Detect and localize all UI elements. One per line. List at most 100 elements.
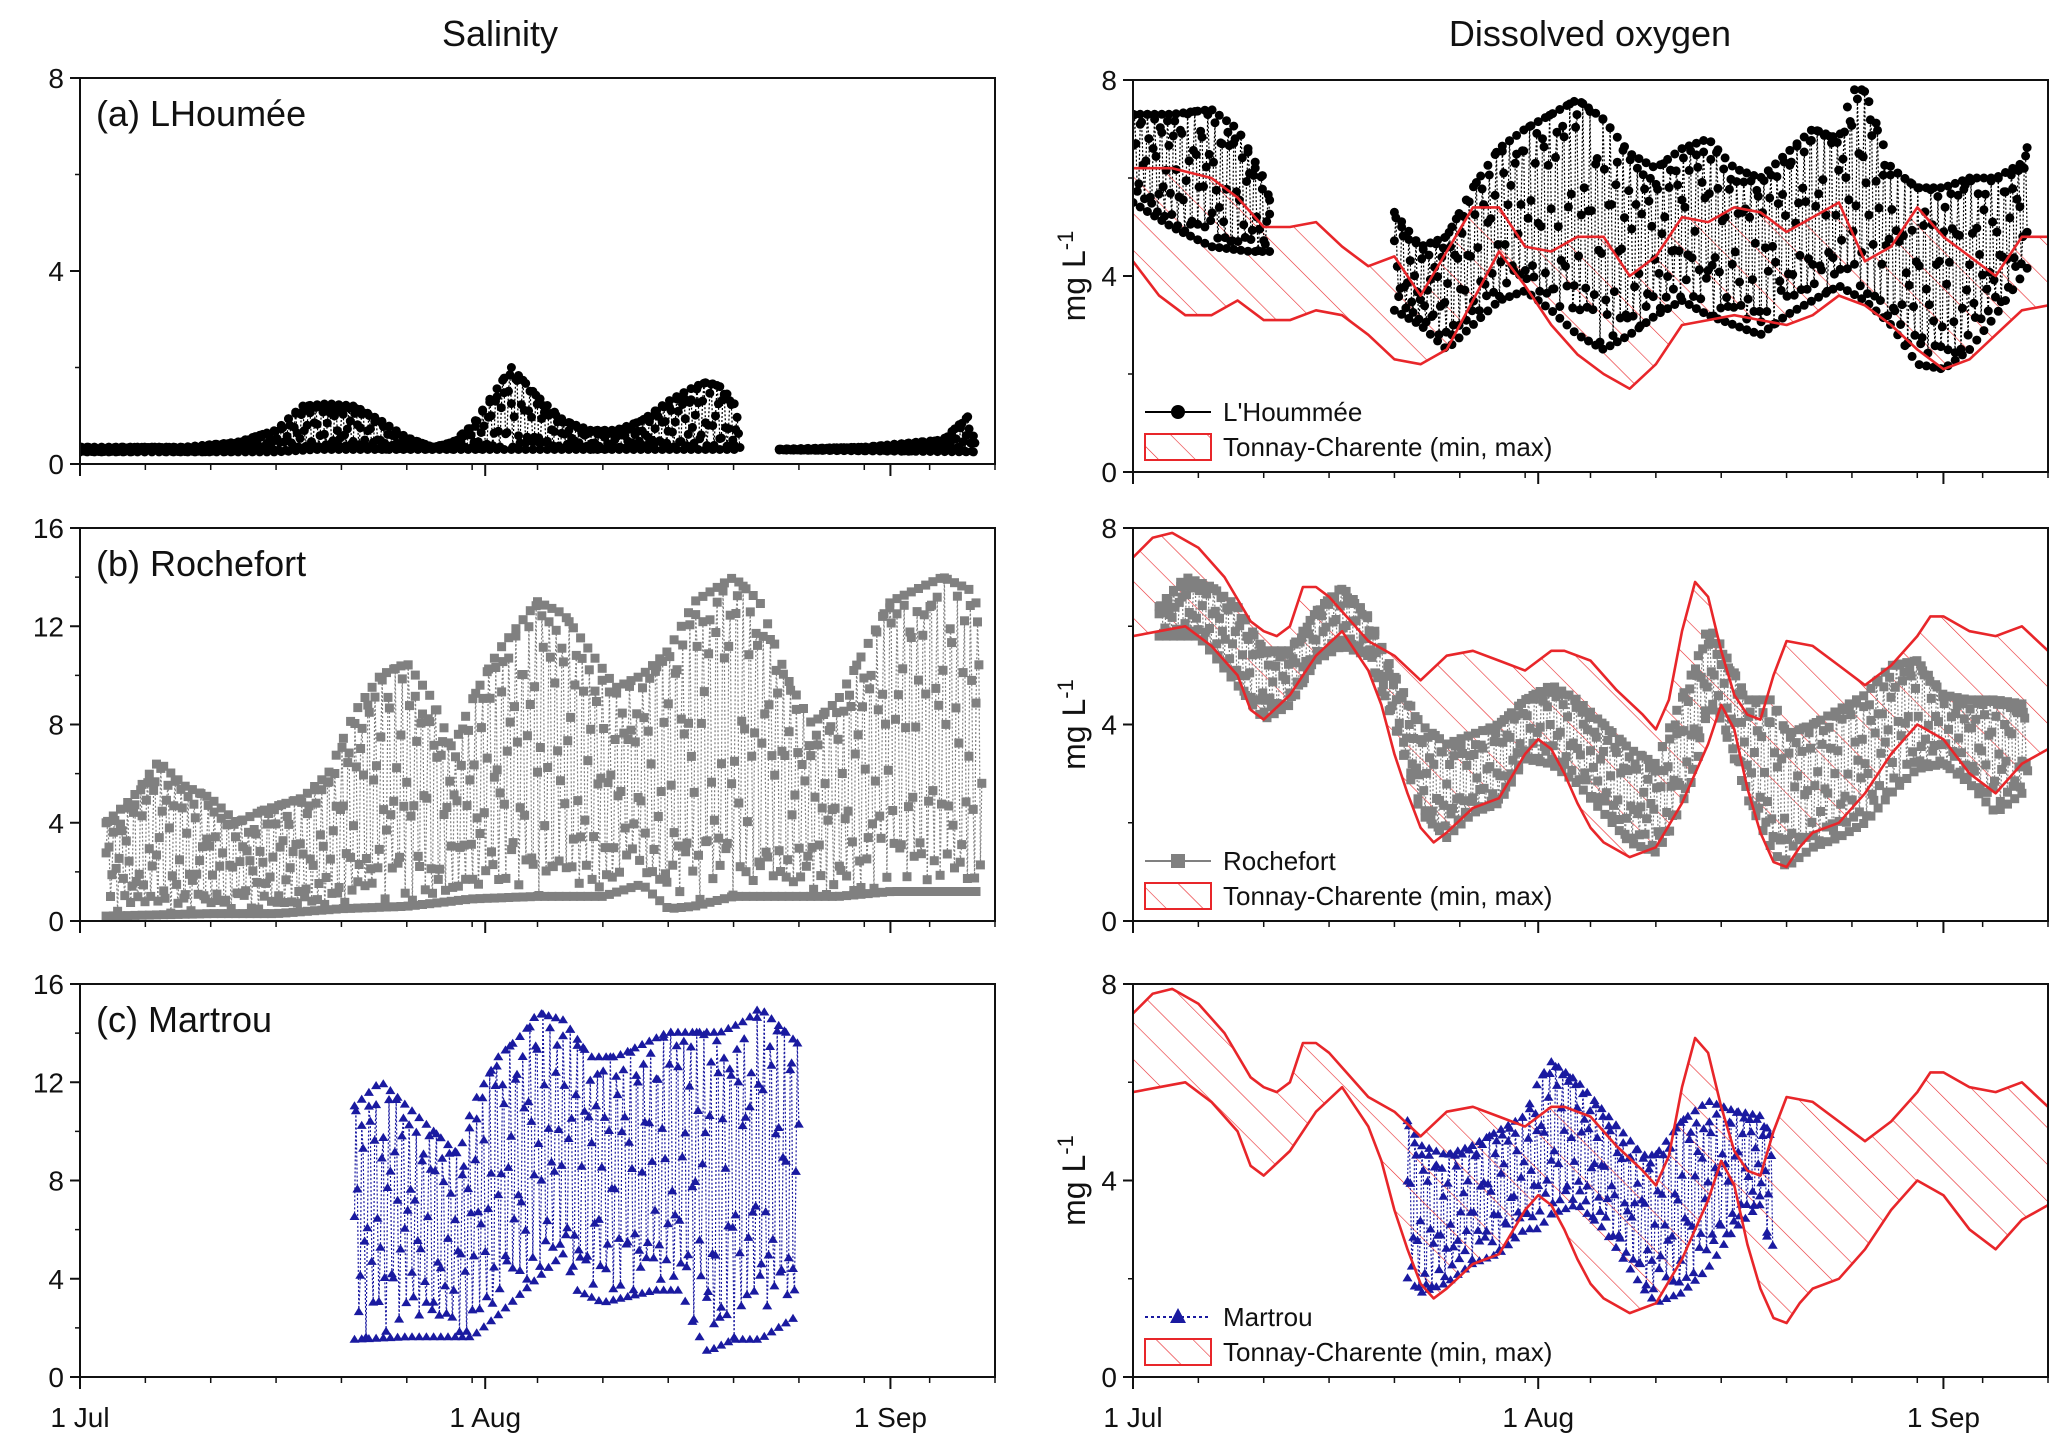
data-point <box>499 373 509 383</box>
data-point <box>414 1332 425 1341</box>
series-link <box>744 1118 748 1296</box>
series-link <box>706 653 710 841</box>
data-point <box>1397 217 1407 227</box>
series-link <box>710 782 714 879</box>
series-link <box>1937 196 1940 262</box>
series-link <box>311 865 314 902</box>
data-point <box>554 607 564 617</box>
data-point <box>348 445 358 454</box>
data-point <box>629 1043 640 1052</box>
data-point <box>774 444 784 454</box>
series-link <box>1563 136 1567 267</box>
series-link <box>468 1128 472 1214</box>
series-link <box>383 809 386 899</box>
data-point <box>1799 132 1809 142</box>
series-link <box>420 713 424 724</box>
data-point <box>1476 313 1486 323</box>
data-point <box>684 608 693 618</box>
data-point <box>511 892 521 902</box>
series-link <box>197 860 201 895</box>
series-link <box>1898 241 1902 325</box>
data-point <box>195 788 205 798</box>
series-link <box>1816 130 1820 194</box>
series-link <box>538 747 541 896</box>
data-point <box>604 889 614 899</box>
series-link <box>662 661 665 723</box>
series-link <box>781 674 784 752</box>
series-link <box>1889 174 1893 210</box>
data-point <box>540 891 550 901</box>
series-link <box>774 670 777 776</box>
series-link <box>617 795 621 873</box>
data-point <box>478 405 488 415</box>
data-point <box>599 1112 610 1121</box>
data-point <box>558 1249 568 1258</box>
data-point <box>765 1041 775 1050</box>
data-point <box>964 584 974 594</box>
series-link <box>680 1157 683 1264</box>
data-point <box>412 1235 423 1244</box>
series-link <box>1833 215 1837 275</box>
data-point <box>806 891 816 901</box>
series-link <box>477 833 481 885</box>
series-link <box>945 724 948 855</box>
series-link <box>454 756 458 801</box>
data-point <box>1620 142 1629 152</box>
series-link <box>384 829 388 899</box>
data-point <box>543 1262 554 1271</box>
series-link <box>1208 154 1212 221</box>
series-link <box>158 768 162 838</box>
series-link <box>552 682 556 867</box>
data-point <box>446 741 456 751</box>
data-point <box>514 445 523 454</box>
data-point <box>473 1207 484 1216</box>
series-link <box>963 620 967 802</box>
data-point <box>796 444 806 454</box>
data-point <box>1178 108 1188 118</box>
data-point <box>378 1079 389 1088</box>
data-point <box>159 761 169 771</box>
series-link <box>549 657 553 867</box>
data-point <box>700 1128 711 1137</box>
series-link <box>831 809 835 885</box>
series-link <box>1947 262 1950 350</box>
data-point <box>686 1042 696 1051</box>
series-link <box>493 401 497 434</box>
series-link <box>319 789 323 835</box>
data-point <box>619 885 629 895</box>
series-link <box>1421 249 1424 259</box>
data-point <box>353 703 363 713</box>
series-link <box>450 846 454 888</box>
series-link <box>309 858 313 902</box>
data-point <box>435 1133 446 1142</box>
series-link <box>1566 206 1569 287</box>
data-point <box>619 679 629 689</box>
series-link <box>1875 130 1879 182</box>
series-link <box>512 706 516 843</box>
series-link <box>474 1119 478 1161</box>
series-link <box>2022 168 2025 237</box>
data-point <box>1576 98 1586 107</box>
series-link <box>481 1098 485 1141</box>
series-link <box>453 1220 456 1292</box>
data-point <box>1483 160 1493 170</box>
series-link <box>247 832 251 861</box>
series-link <box>1720 220 1723 309</box>
data-point <box>123 911 133 921</box>
data-point <box>753 1079 764 1088</box>
data-point <box>827 701 837 710</box>
series-link <box>177 859 181 904</box>
series-link <box>1618 251 1621 319</box>
data-point <box>789 444 799 454</box>
data-point <box>729 399 739 409</box>
data-point <box>319 445 329 454</box>
data-point <box>356 1334 367 1343</box>
data-point <box>897 439 906 449</box>
series-link <box>659 791 662 880</box>
data-point <box>404 1120 415 1129</box>
data-point <box>450 1146 461 1155</box>
data-point <box>752 1005 763 1014</box>
data-point <box>255 430 265 440</box>
series-link <box>746 1238 750 1296</box>
